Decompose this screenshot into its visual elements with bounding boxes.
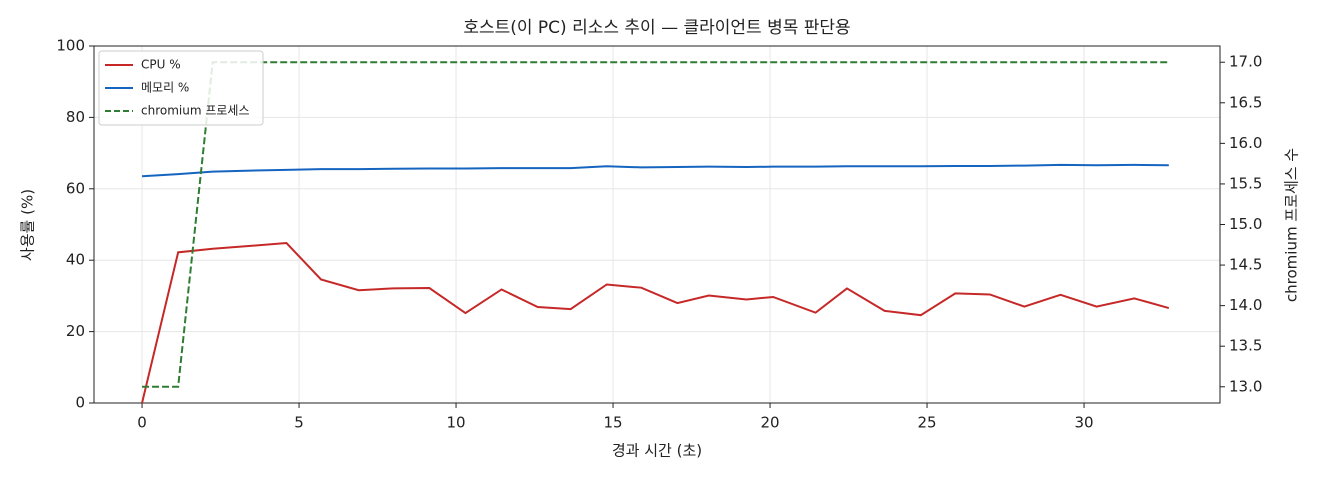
x-tick-label: 0: [137, 414, 147, 432]
y2-tick-label: 15.0: [1229, 215, 1262, 233]
chart-title: 호스트(이 PC) 리소스 추이 — 클라이언트 병목 판단용: [463, 18, 850, 38]
legend-label: 메모리 %: [141, 81, 189, 95]
x-tick-label: 10: [446, 414, 465, 432]
legend-label: chromium 프로세스: [141, 104, 250, 118]
y-tick-label: 20: [66, 322, 85, 340]
y2-tick-label: 17.0: [1229, 53, 1262, 71]
y2-tick-label: 13.5: [1229, 337, 1262, 355]
y2-tick-label: 16.5: [1229, 93, 1262, 111]
legend-box: [98, 50, 264, 126]
series-line: [141, 242, 1170, 404]
series-line: [141, 163, 1169, 178]
y2-axis-label: chromium 프로세스 수: [1283, 148, 1301, 302]
series-line: [142, 61, 1169, 388]
y2-tick-label: 15.5: [1229, 174, 1262, 192]
y-tick-label: 100: [56, 37, 85, 55]
x-tick-label: 20: [760, 414, 779, 432]
y-tick-label: 0: [75, 394, 85, 412]
y2-tick-label: 13.0: [1229, 377, 1262, 395]
y2-tick-label: 16.0: [1229, 134, 1262, 152]
legend-label: CPU %: [141, 58, 181, 72]
y-tick-label: 60: [66, 179, 85, 197]
x-tick-label: 15: [603, 414, 622, 432]
plot-frame: [93, 45, 1221, 404]
x-tick-label: 25: [917, 414, 936, 432]
x-tick-label: 30: [1074, 414, 1093, 432]
y2-tick-label: 14.0: [1229, 296, 1262, 314]
x-axis-label: 경과 시간 (초): [612, 442, 702, 460]
y2-tick-label: 14.5: [1229, 256, 1262, 274]
x-tick-label: 5: [294, 414, 304, 432]
y-tick-label: 80: [66, 108, 85, 126]
y-axis-label: 사용률 (%): [19, 189, 37, 261]
y-tick-label: 40: [66, 251, 85, 269]
